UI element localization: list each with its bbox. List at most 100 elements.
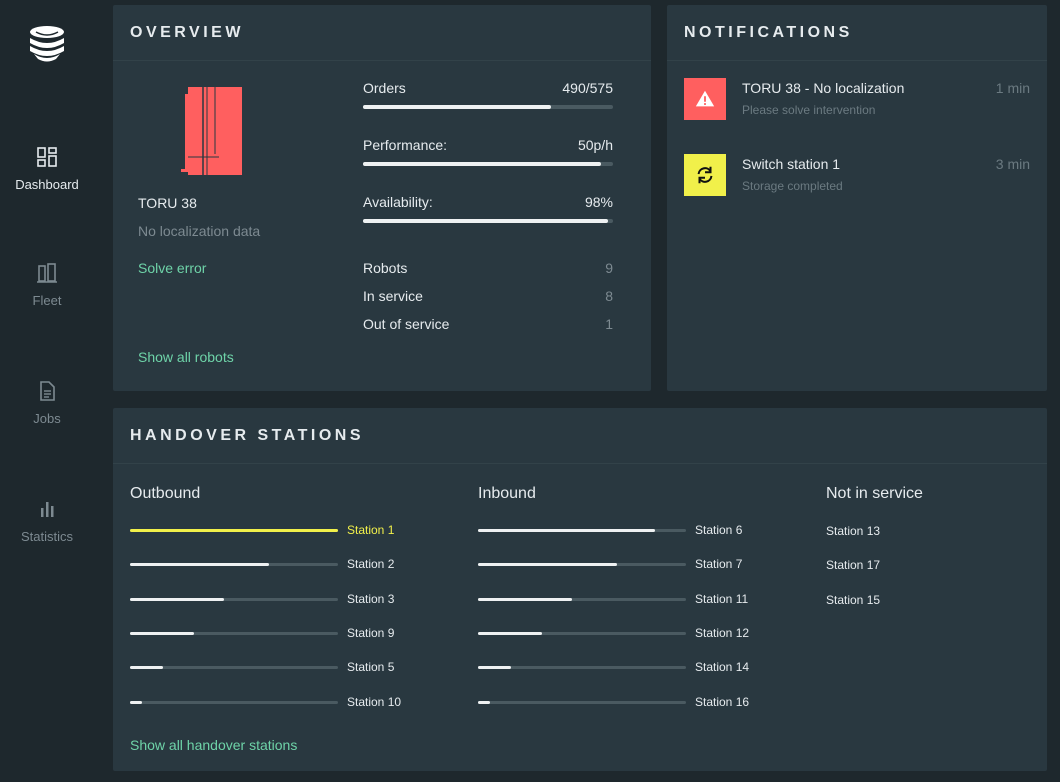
station-load-fill bbox=[478, 666, 512, 670]
metric-label: Availability: bbox=[363, 194, 433, 210]
station-label: Station 5 bbox=[347, 660, 395, 675]
overview-card: OVERVIEW TORU 38 No localization data So… bbox=[113, 5, 651, 391]
station-item[interactable]: Station 15 bbox=[826, 593, 881, 607]
station-load-fill bbox=[130, 666, 164, 670]
station-load-bar bbox=[478, 597, 686, 601]
sidebar-item-dashboard[interactable]: Dashboard bbox=[0, 145, 94, 192]
notification-item[interactable]: TORU 38 - No localization Please solve i… bbox=[684, 78, 1030, 122]
robots-icon bbox=[35, 261, 59, 285]
app-logo[interactable] bbox=[26, 24, 68, 64]
sidebar-item-label: Dashboard bbox=[15, 177, 79, 192]
sidebar-item-fleet[interactable]: Fleet bbox=[0, 261, 94, 308]
handover-header: HANDOVER STATIONS bbox=[113, 408, 1047, 464]
progress-bar bbox=[363, 219, 613, 223]
bar-chart-icon bbox=[35, 497, 59, 521]
notification-item[interactable]: Switch station 1 Storage completed 3 min bbox=[684, 154, 1030, 198]
station-label: Station 1 bbox=[347, 523, 395, 537]
count-out-of-service: Out of service 1 bbox=[363, 316, 613, 332]
show-all-handover-link[interactable]: Show all handover stations bbox=[130, 737, 298, 753]
metric-performance: Performance: 50p/h bbox=[363, 137, 613, 166]
station-load-bar bbox=[130, 563, 338, 567]
outbound-title: Outbound bbox=[130, 485, 201, 502]
warning-icon bbox=[684, 78, 726, 120]
metric-value: 98% bbox=[584, 194, 613, 210]
count-value: 9 bbox=[605, 260, 613, 276]
robot-status: No localization data bbox=[138, 223, 261, 239]
station-load-fill bbox=[130, 700, 143, 704]
station-item[interactable]: Station 17 bbox=[826, 558, 881, 572]
station-load-bar bbox=[478, 563, 686, 567]
overview-title: OVERVIEW bbox=[130, 23, 244, 41]
station-label: Station 9 bbox=[347, 625, 395, 640]
notification-subtitle: Storage completed bbox=[742, 179, 843, 193]
robot-image bbox=[181, 87, 242, 175]
station-load-fill bbox=[478, 700, 491, 704]
sidebar-item-statistics[interactable]: Statistics bbox=[0, 497, 94, 544]
station-label: Station 7 bbox=[695, 557, 743, 572]
notification-time: 1 min bbox=[995, 80, 1030, 96]
solve-error-link[interactable]: Solve error bbox=[138, 260, 207, 276]
progress-bar bbox=[363, 162, 613, 166]
count-value: 1 bbox=[605, 316, 613, 332]
handover-stations-card: HANDOVER STATIONS Outbound Inbound Not i… bbox=[113, 408, 1047, 771]
station-label: Station 16 bbox=[695, 694, 750, 709]
station-label: Station 14 bbox=[695, 660, 750, 675]
sidebar-item-jobs[interactable]: Jobs bbox=[0, 379, 94, 426]
notifications-card: NOTIFICATIONS TORU 38 - No localization … bbox=[667, 5, 1047, 391]
station-load-fill bbox=[130, 597, 224, 601]
station-label: Station 3 bbox=[347, 591, 395, 606]
metric-value: 490/575 bbox=[562, 80, 613, 96]
robot-name: TORU 38 bbox=[138, 195, 197, 211]
grid-icon bbox=[35, 145, 59, 169]
station-load-bar bbox=[130, 597, 338, 601]
station-load-bar bbox=[130, 666, 338, 670]
station-label: Station 6 bbox=[695, 523, 743, 537]
station-load-fill bbox=[478, 597, 572, 601]
sync-icon bbox=[684, 154, 726, 196]
station-load-fill bbox=[130, 631, 195, 635]
station-load-fill bbox=[478, 631, 543, 635]
document-icon bbox=[35, 379, 59, 403]
not-in-service-title: Not in service bbox=[826, 485, 923, 502]
handover-title: HANDOVER STATIONS bbox=[130, 426, 365, 444]
count-label: Out of service bbox=[363, 316, 450, 332]
metric-orders: Orders 490/575 bbox=[363, 80, 613, 109]
station-load-fill bbox=[130, 563, 270, 567]
count-label: Robots bbox=[363, 260, 408, 276]
count-label: In service bbox=[363, 288, 423, 304]
progress-bar bbox=[363, 105, 613, 109]
station-load-fill bbox=[478, 529, 655, 532]
station-label: Station 10 bbox=[347, 694, 402, 709]
count-robots: Robots 9 bbox=[363, 260, 613, 276]
progress-fill bbox=[363, 162, 601, 166]
station-load-fill bbox=[478, 563, 618, 567]
station-load-bar bbox=[478, 529, 686, 532]
station-load-bar bbox=[478, 666, 686, 670]
station-load-bar bbox=[130, 700, 338, 704]
sidebar: Dashboard Fleet Jobs Statistics bbox=[0, 0, 96, 782]
station-label: Station 2 bbox=[347, 557, 395, 572]
notification-subtitle: Please solve intervention bbox=[742, 103, 876, 117]
sidebar-item-label: Jobs bbox=[33, 411, 61, 426]
metric-availability: Availability: 98% bbox=[363, 194, 613, 223]
station-load-bar bbox=[130, 631, 338, 635]
station-load-bar bbox=[478, 631, 686, 635]
progress-fill bbox=[363, 105, 551, 109]
notification-time: 3 min bbox=[995, 156, 1030, 172]
show-all-robots-link[interactable]: Show all robots bbox=[138, 349, 234, 365]
overview-header: OVERVIEW bbox=[113, 5, 651, 61]
station-load-fill bbox=[130, 529, 338, 532]
notification-title: TORU 38 - No localization bbox=[742, 80, 905, 96]
progress-fill bbox=[363, 219, 608, 223]
metric-value: 50p/h bbox=[577, 137, 613, 153]
count-value: 8 bbox=[605, 288, 613, 304]
sidebar-item-label: Statistics bbox=[20, 529, 73, 544]
station-load-bar bbox=[478, 700, 686, 704]
inbound-title: Inbound bbox=[478, 485, 536, 502]
stacked-cylinders-logo-icon bbox=[30, 26, 64, 62]
sidebar-item-label: Fleet bbox=[32, 293, 62, 308]
station-label: Station 12 bbox=[695, 625, 750, 640]
count-in-service: In service 8 bbox=[363, 288, 613, 304]
station-item[interactable]: Station 13 bbox=[826, 524, 881, 538]
notifications-title: NOTIFICATIONS bbox=[684, 23, 853, 41]
